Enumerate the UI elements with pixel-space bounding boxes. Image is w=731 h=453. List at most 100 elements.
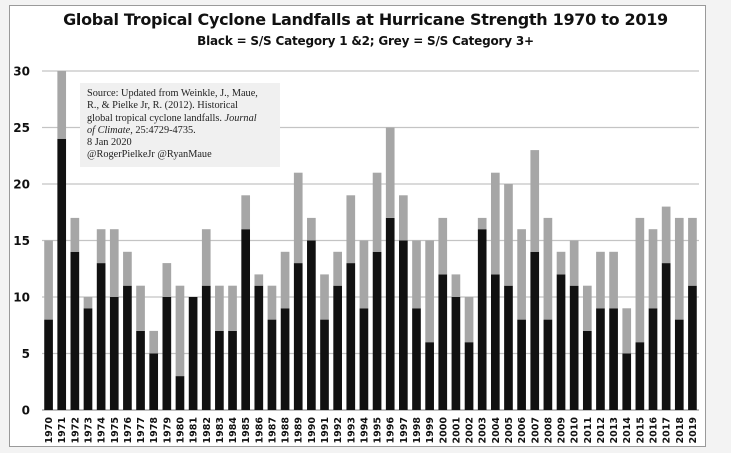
bar-cat1-2-1975	[109, 297, 119, 410]
bar-cat1-2-2013	[609, 308, 618, 410]
bar-cat3plus-2011	[582, 285, 592, 331]
source-line-3-text: global tropical cyclone landfalls.	[87, 112, 222, 124]
bar-cat3plus-2004	[490, 172, 500, 275]
x-axis-ticks: 1970 1971 1972 1973 1974 1975 1976 1977 1978 1979…	[44, 417, 699, 444]
bar-cat3plus-1983	[215, 285, 224, 331]
bar-cat3plus-1997	[399, 195, 408, 241]
chart-subtitle: Black = S/S Category 1 &2; Grey = S/S Ca…	[197, 34, 534, 48]
bar-cat1-2-1993	[346, 263, 356, 410]
x-tick-label: 2017	[662, 417, 673, 443]
bar-cat1-2-1985	[241, 229, 251, 410]
x-tick-label: 1997	[399, 417, 410, 443]
bar-cat3plus-1985	[241, 195, 251, 230]
x-tick-label: 2002	[465, 417, 476, 443]
bar-cat3plus-1995	[372, 172, 382, 252]
bar-cat1-2-1991	[320, 319, 329, 410]
x-tick-label: 1992	[333, 417, 344, 443]
bar-cat1-2-2006	[517, 319, 526, 410]
bar-cat1-2-2005	[504, 285, 513, 410]
bar-cat1-2-1980	[175, 376, 185, 410]
y-axis-ticks: 0 5 10 15 20 25 30	[13, 65, 30, 418]
bar-cat3plus-2001	[451, 274, 461, 297]
bars	[44, 71, 697, 411]
x-tick-label: 2016	[649, 417, 660, 444]
x-tick-label: 1971	[57, 417, 68, 443]
x-tick-label: 2006	[517, 417, 528, 444]
x-tick-label: 1977	[136, 417, 147, 443]
x-tick-label: 2008	[543, 417, 554, 444]
bar-cat3plus-1996	[385, 127, 395, 218]
x-tick-label: 1974	[97, 417, 108, 444]
bar-cat3plus-1974	[96, 229, 106, 264]
x-tick-label: 1996	[386, 417, 397, 444]
x-tick-label: 2004	[491, 417, 502, 444]
bar-cat1-2-2016	[648, 308, 658, 410]
bar-cat1-2-1989	[293, 263, 303, 410]
bar-cat3plus-1993	[346, 195, 356, 264]
bar-cat3plus-2005	[504, 184, 513, 286]
bar-cat3plus-2010	[569, 240, 579, 286]
bar-cat3plus-2017	[661, 206, 671, 264]
x-tick-label: 2007	[530, 417, 541, 443]
bar-cat3plus-1970	[44, 240, 53, 320]
bar-cat3plus-1987	[267, 285, 277, 320]
bar-cat1-2-1996	[385, 217, 395, 410]
journal-volume: , 25:4729-4735.	[130, 124, 196, 136]
bar-cat1-2-1973	[83, 308, 93, 410]
x-tick-label: 2011	[583, 417, 594, 443]
x-tick-label: 2015	[635, 417, 646, 443]
bar-cat1-2-1992	[333, 285, 342, 410]
bar-cat1-2-1986	[254, 285, 264, 410]
x-tick-label: 2001	[451, 417, 462, 443]
bar-cat3plus-2003	[477, 217, 487, 230]
bar-cat3plus-1998	[412, 240, 421, 309]
x-tick-label: 1982	[202, 417, 213, 443]
bar-cat1-2-1990	[307, 240, 316, 410]
bar-cat3plus-1986	[254, 274, 264, 286]
x-tick-label: 2000	[438, 417, 449, 444]
y-tick-label: 5	[22, 347, 30, 361]
bar-cat1-2-2017	[661, 263, 671, 410]
bar-cat1-2-2008	[543, 319, 553, 410]
bar-cat1-2-2001	[451, 297, 461, 410]
x-tick-label: 1998	[412, 417, 423, 444]
bar-cat3plus-2000	[438, 217, 448, 275]
x-tick-label: 1983	[215, 417, 226, 443]
bar-cat3plus-1975	[109, 229, 119, 297]
bar-cat1-2-1982	[201, 285, 211, 410]
bar-cat1-2-2012	[596, 308, 605, 410]
x-tick-label: 1973	[83, 417, 94, 443]
x-tick-label: 1984	[228, 417, 239, 444]
x-tick-label: 1986	[254, 417, 265, 444]
bar-cat3plus-1992	[333, 251, 342, 286]
source-date: 8 Jan 2020	[87, 137, 132, 149]
bar-cat1-2-2010	[569, 285, 579, 410]
y-tick-label: 10	[13, 291, 30, 305]
bar-cat1-2-1983	[215, 330, 224, 410]
y-tick-label: 15	[13, 234, 30, 248]
bar-cat1-2-1988	[280, 308, 290, 410]
bar-cat1-2-1978	[149, 353, 159, 410]
source-annotation: Source: Updated from Weinkle, J., Maue, …	[80, 83, 280, 167]
y-tick-label: 25	[13, 121, 30, 135]
bar-cat3plus-1999	[425, 240, 434, 343]
bar-cat3plus-2009	[556, 251, 566, 275]
x-tick-label: 2014	[622, 417, 633, 444]
bar-cat3plus-2012	[596, 251, 605, 309]
source-line-2: R., & Pielke Jr, R. (2012). Historical	[87, 100, 238, 112]
bar-cat3plus-2007	[530, 150, 540, 252]
bar-cat1-2-1998	[412, 308, 421, 410]
bar-cat3plus-1989	[293, 172, 303, 264]
x-tick-label: 2009	[557, 417, 568, 443]
bar-cat3plus-2016	[648, 229, 658, 309]
x-tick-label: 1979	[162, 417, 173, 443]
bar-cat1-2-1970	[44, 319, 53, 410]
x-tick-label: 1993	[346, 417, 357, 443]
bar-cat3plus-1978	[149, 330, 159, 354]
bar-cat3plus-1982	[201, 229, 211, 286]
bar-cat3plus-1991	[320, 274, 329, 320]
x-tick-label: 2019	[688, 417, 699, 443]
x-tick-label: 1990	[307, 417, 318, 444]
bar-cat3plus-2013	[609, 251, 618, 309]
bar-cat3plus-1971	[57, 71, 67, 139]
